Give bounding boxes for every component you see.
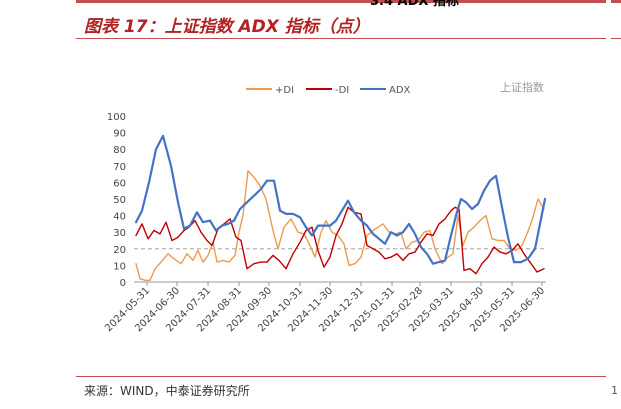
source-rule	[76, 376, 606, 377]
y-tick-label: 40	[113, 212, 126, 223]
y-tick-label: 0	[120, 278, 126, 289]
right-page-edge-rule	[611, 0, 621, 3]
right-page-title-rule	[611, 38, 621, 39]
series-layer	[134, 134, 547, 281]
figure-title: 图表 17：上证指数 ADX 指标（点）	[84, 17, 370, 37]
y-tick-label: 100	[107, 112, 126, 123]
legend-label-adx: ADX	[389, 85, 411, 96]
chart-title: 上证指数	[500, 80, 544, 94]
x-axis: 2024-05-312024-06-302024-07-312024-08-31…	[103, 281, 547, 334]
y-tick-label: 80	[113, 145, 126, 156]
source-note: 来源：WIND，中泰证券研究所	[84, 384, 250, 398]
title-underline	[76, 38, 606, 39]
header-top-rule	[76, 0, 606, 3]
y-tick-label: 70	[113, 162, 126, 173]
legend-label-plus-di: +DI	[275, 85, 294, 96]
right-page-edge-mark: 1	[611, 384, 618, 397]
legend-label-minus-di: -DI	[335, 85, 349, 96]
clipped-section-heading: 3.4 ADX 指标	[370, 0, 459, 9]
y-tick-label: 20	[113, 245, 126, 256]
series-line-adx	[134, 134, 547, 265]
y-tick-label: 30	[113, 228, 126, 239]
y-axis: 0 10 20 30 40 50 60 70 80 90 100	[107, 112, 126, 289]
y-tick-label: 10	[113, 261, 126, 272]
legend: +DI -DI ADX	[246, 85, 411, 96]
y-tick-label: 90	[113, 129, 126, 140]
y-tick-label: 50	[113, 195, 126, 206]
y-tick-label: 60	[113, 178, 126, 189]
series-line-minus-di	[135, 206, 545, 275]
series-line-plus-di	[135, 170, 545, 281]
